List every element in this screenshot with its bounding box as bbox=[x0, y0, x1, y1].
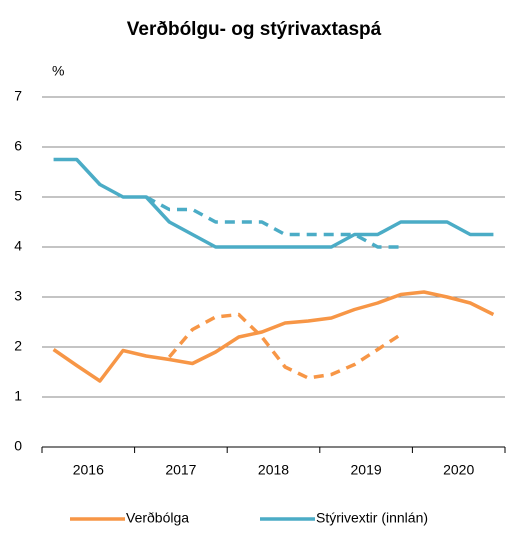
chart-title: Verðbólgu- og stýrivaxtaspá bbox=[127, 19, 382, 40]
y-tick-label: 7 bbox=[14, 88, 22, 104]
y-tick-label: 1 bbox=[14, 388, 22, 404]
y-tick-label: 3 bbox=[14, 288, 22, 304]
line-series bbox=[52, 290, 495, 383]
legend-label: Verðbólga bbox=[126, 510, 189, 526]
x-tick-label: 2019 bbox=[351, 462, 382, 478]
y-tick-label: 2 bbox=[14, 338, 22, 354]
y-unit: % bbox=[52, 63, 64, 79]
y-tick-label: 6 bbox=[14, 138, 22, 154]
line-series bbox=[53, 157, 494, 249]
y-tick-label: 5 bbox=[14, 188, 22, 204]
line-series bbox=[145, 195, 401, 249]
line-series bbox=[167, 312, 402, 380]
y-tick-label: 4 bbox=[14, 238, 22, 254]
x-tick-label: 2016 bbox=[73, 462, 104, 478]
legend-label: Stýrivextir (innlán) bbox=[316, 510, 428, 526]
y-tick-label: 0 bbox=[14, 438, 22, 454]
x-tick-label: 2020 bbox=[443, 462, 474, 478]
x-tick-label: 2017 bbox=[165, 462, 196, 478]
x-tick-label: 2018 bbox=[258, 462, 289, 478]
